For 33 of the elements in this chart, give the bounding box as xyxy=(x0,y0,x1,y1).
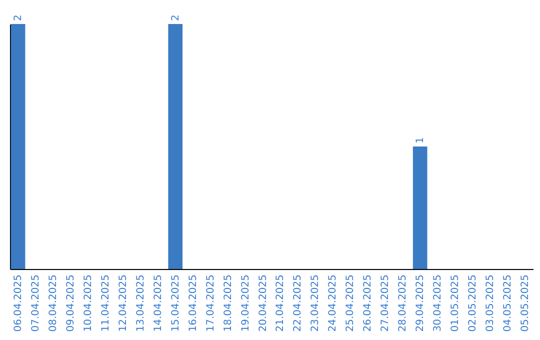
x-tick-label: 06.04.2025 xyxy=(13,274,24,332)
x-tick-label: 08.04.2025 xyxy=(48,274,59,332)
x-tick-label: 02.05.2025 xyxy=(468,274,479,332)
x-tick-label: 14.04.2025 xyxy=(152,274,164,332)
x-tick-label: 25.04.2025 xyxy=(345,274,356,332)
x-tick-label: 23.04.2025 xyxy=(310,274,322,332)
x-tick-label: 21.04.2025 xyxy=(275,274,286,332)
data-label: 2 xyxy=(170,14,182,21)
x-tick-label: 13.04.2025 xyxy=(135,274,146,332)
x-tick-label: 26.04.2025 xyxy=(362,274,374,332)
x-tick-label: 05.05.2025 xyxy=(520,274,531,332)
x-tick-label: 04.05.2025 xyxy=(502,274,514,332)
x-tick-label: 30.04.2025 xyxy=(432,274,444,332)
x-tick-label: 10.04.2025 xyxy=(82,274,94,332)
x-tick-label: 07.04.2025 xyxy=(30,274,42,332)
x-tick-label: 17.04.2025 xyxy=(205,274,216,332)
x-tick-label: 03.05.2025 xyxy=(485,274,496,332)
x-tick-label: 11.04.2025 xyxy=(100,274,112,332)
x-tick-label: 24.04.2025 xyxy=(328,274,339,332)
x-tick-label: 22.04.2025 xyxy=(292,274,304,332)
x-tick-label: 01.05.2025 xyxy=(450,274,462,332)
x-tick-label: 18.04.2025 xyxy=(222,274,234,332)
x-tick-label: 12.04.2025 xyxy=(118,274,129,332)
x-tick-label: 27.04.2025 xyxy=(380,274,392,332)
x-tick-label: 16.04.2025 xyxy=(188,274,199,332)
x-tick-label: 20.04.2025 xyxy=(258,274,269,332)
x-tick-label: 19.04.2025 xyxy=(240,274,252,332)
x-tick-label: 28.04.2025 xyxy=(398,274,409,332)
data-label: 1 xyxy=(415,137,426,144)
data-label: 2 xyxy=(13,14,24,21)
x-tick-label: 15.04.2025 xyxy=(170,274,182,332)
x-tick-label: 29.04.2025 xyxy=(415,274,426,332)
x-tick-label: 09.04.2025 xyxy=(65,274,76,332)
